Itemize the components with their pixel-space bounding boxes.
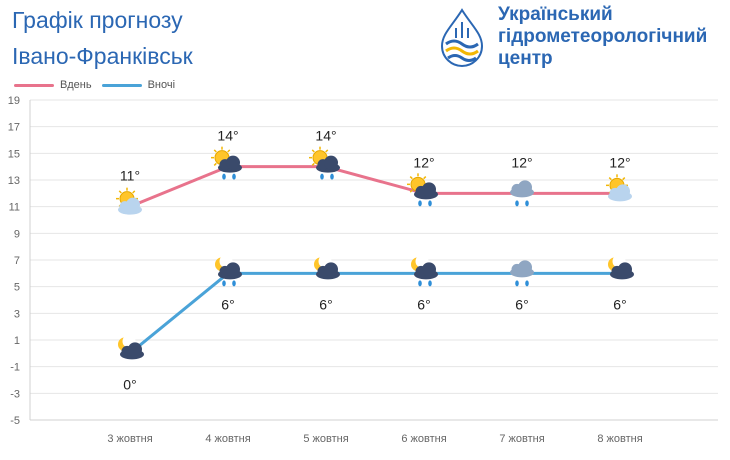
rain-cloud-icon <box>510 260 534 287</box>
sun-cloud-icon <box>116 187 142 215</box>
y-tick-label: -5 <box>10 415 20 427</box>
moon-cloud-icon <box>118 334 144 360</box>
x-tick-label: 7 жовтня <box>499 433 544 445</box>
data-label-night: 6° <box>221 296 234 312</box>
sun-cloud-icon <box>606 174 632 202</box>
data-label-day: 11° <box>120 168 140 184</box>
legend-item-night: Вночі <box>101 79 176 91</box>
y-tick-label: 13 <box>8 175 20 187</box>
y-tick-label: 5 <box>14 282 20 294</box>
organization-name: Український гідрометеорологічний центр <box>498 4 728 70</box>
org-line-2: гідрометеорологічний <box>498 26 708 47</box>
series-line-night <box>129 271 620 355</box>
data-label-day: 14° <box>315 128 336 144</box>
y-tick-label: 11 <box>9 202 20 214</box>
moon-cloud-icon <box>608 254 634 280</box>
legend-label-night: Вночі <box>147 79 176 91</box>
sun-rain-cloud-icon <box>309 146 340 180</box>
rain-cloud-icon <box>510 180 534 207</box>
data-label-night: 6° <box>417 296 430 312</box>
x-tick-label: 3 жовтня <box>107 433 152 445</box>
sun-rain-cloud-icon <box>407 173 438 207</box>
y-tick-label: 9 <box>14 228 20 240</box>
y-tick-label: 1 <box>14 335 20 347</box>
x-tick-label: 4 жовтня <box>205 433 250 445</box>
chart-legend: Вдень Вночі <box>14 76 185 94</box>
city-name: Івано-Франківськ <box>12 43 193 69</box>
series-line-day <box>129 165 620 209</box>
data-label-night: 0° <box>123 376 136 392</box>
ugmc-logo <box>440 8 484 68</box>
sun-rain-cloud-icon <box>211 146 242 180</box>
y-tick-label: 3 <box>14 308 20 320</box>
data-label-night: 6° <box>515 296 528 312</box>
y-tick-label: 19 <box>8 95 20 107</box>
legend-item-day: Вдень <box>14 79 92 91</box>
moon-rain-cloud-icon <box>215 254 242 287</box>
y-tick-label: -1 <box>10 362 20 374</box>
legend-swatch-night <box>101 83 142 87</box>
y-tick-label: 17 <box>8 122 20 134</box>
y-tick-label: 7 <box>14 255 20 267</box>
y-tick-label: 15 <box>8 148 20 160</box>
data-label-night: 6° <box>319 296 332 312</box>
y-tick-label: -3 <box>10 388 20 400</box>
data-label-day: 12° <box>511 154 532 170</box>
data-label-day: 12° <box>609 154 630 170</box>
legend-swatch-day <box>14 83 54 87</box>
x-tick-label: 6 жовтня <box>401 433 446 445</box>
org-line-3: центр <box>498 48 553 69</box>
chart-title: Графік прогнозу <box>12 7 183 33</box>
moon-cloud-icon <box>314 254 340 280</box>
org-line-1: Український <box>498 4 613 25</box>
x-tick-label: 8 жовтня <box>597 433 642 445</box>
data-label-day: 14° <box>217 128 238 144</box>
x-tick-label: 5 жовтня <box>303 433 348 445</box>
data-label-night: 6° <box>613 296 626 312</box>
data-label-day: 12° <box>413 154 434 170</box>
legend-label-day: Вдень <box>60 79 92 91</box>
moon-rain-cloud-icon <box>411 254 438 287</box>
